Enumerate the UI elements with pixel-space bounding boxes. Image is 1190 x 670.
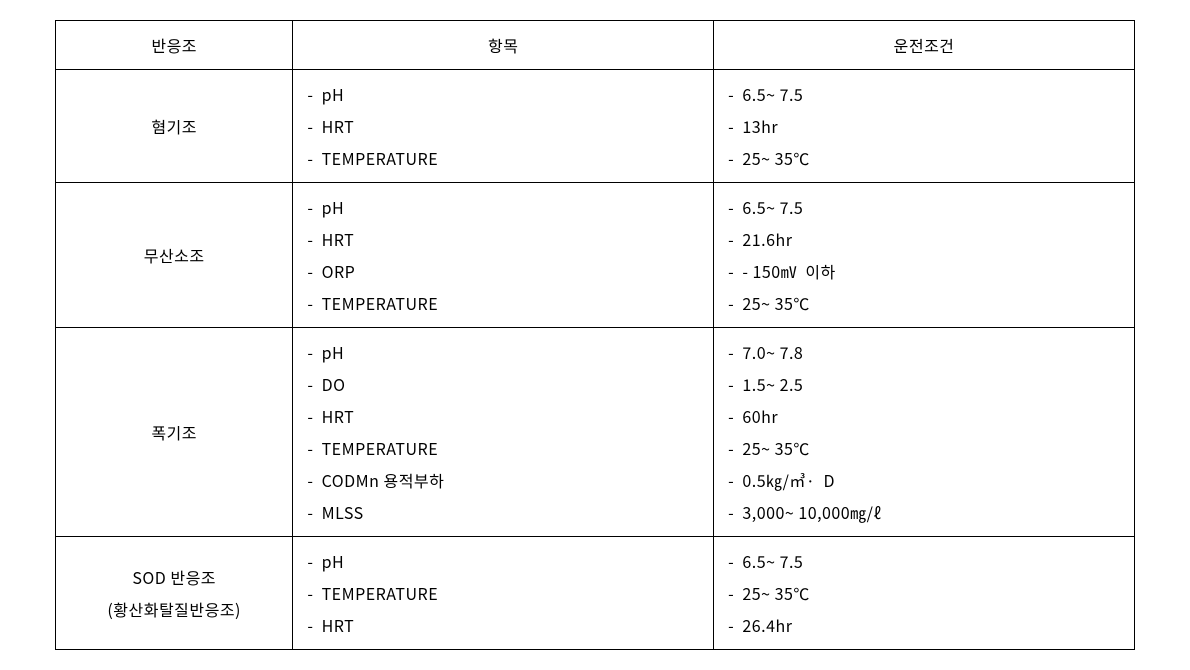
- item-line: - ORP: [307, 255, 699, 287]
- item-line: - TEMPERATURE: [307, 142, 699, 174]
- item-line: - CODMn 용적부하: [307, 464, 699, 496]
- item-line: - HRT: [307, 110, 699, 142]
- item-line: - HRT: [307, 609, 699, 641]
- condition-line: - - 150㎷ 이하: [728, 255, 1120, 287]
- header-condition: 운전조건: [714, 21, 1135, 70]
- item-cell: - pH- TEMPERATURE- HRT: [293, 537, 714, 650]
- item-cell: - pH- HRT- ORP- TEMPERATURE: [293, 183, 714, 328]
- item-line: - HRT: [307, 400, 699, 432]
- item-line: - MLSS: [307, 496, 699, 528]
- operating-conditions-table: 반응조 항목 운전조건 혐기조- pH- HRT- TEMPERATURE- 6…: [55, 20, 1135, 650]
- condition-cell: - 6.5~ 7.5- 13hr- 25~ 35℃: [714, 70, 1135, 183]
- table-row: 폭기조 - pH- DO- HRT- TEMPERATURE- CODMn 용적부…: [56, 328, 1135, 537]
- condition-line: - 60hr: [728, 400, 1120, 432]
- item-line: - TEMPERATURE: [307, 287, 699, 319]
- item-line: - HRT: [307, 223, 699, 255]
- condition-line: - 6.5~ 7.5: [728, 78, 1120, 110]
- header-reactor: 반응조: [56, 21, 293, 70]
- reactor-cell: 혐기조: [56, 70, 293, 183]
- condition-line: - 13hr: [728, 110, 1120, 142]
- reactor-name: 혐기조: [151, 114, 197, 138]
- reactor-name: 폭기조: [151, 420, 197, 444]
- condition-line: - 25~ 35℃: [728, 577, 1120, 609]
- table-container: 반응조 항목 운전조건 혐기조- pH- HRT- TEMPERATURE- 6…: [55, 20, 1135, 650]
- reactor-cell: SOD 반응조 (황산화탈질반응조): [56, 537, 293, 650]
- reactor-name: SOD 반응조: [132, 565, 216, 589]
- table-body: 혐기조- pH- HRT- TEMPERATURE- 6.5~ 7.5- 13h…: [56, 70, 1135, 650]
- condition-line: - 1.5~ 2.5: [728, 368, 1120, 400]
- item-line: - pH: [307, 336, 699, 368]
- reactor-subname: (황산화탈질반응조): [70, 593, 278, 625]
- table-header-row: 반응조 항목 운전조건: [56, 21, 1135, 70]
- condition-line: - 26.4hr: [728, 609, 1120, 641]
- reactor-cell: 무산소조: [56, 183, 293, 328]
- condition-cell: - 6.5~ 7.5- 25~ 35℃- 26.4hr: [714, 537, 1135, 650]
- condition-cell: - 7.0~ 7.8- 1.5~ 2.5- 60hr- 25~ 35℃- 0.5…: [714, 328, 1135, 537]
- condition-line: - 25~ 35℃: [728, 287, 1120, 319]
- condition-line: - 25~ 35℃: [728, 142, 1120, 174]
- condition-line: - 3,000~ 10,000㎎/ℓ: [728, 496, 1120, 528]
- item-line: - pH: [307, 78, 699, 110]
- item-line: - TEMPERATURE: [307, 577, 699, 609]
- table-row: SOD 반응조 (황산화탈질반응조) - pH- TEMPERATURE- HRT-…: [56, 537, 1135, 650]
- condition-line: - 21.6hr: [728, 223, 1120, 255]
- item-cell: - pH- DO- HRT- TEMPERATURE- CODMn 용적부하- …: [293, 328, 714, 537]
- condition-line: - 25~ 35℃: [728, 432, 1120, 464]
- condition-line: - 6.5~ 7.5: [728, 545, 1120, 577]
- condition-line: - 6.5~ 7.5: [728, 191, 1120, 223]
- table-row: 무산소조- pH- HRT- ORP- TEMPERATURE- 6.5~ 7.…: [56, 183, 1135, 328]
- table-row: 혐기조- pH- HRT- TEMPERATURE- 6.5~ 7.5- 13h…: [56, 70, 1135, 183]
- item-line: - pH: [307, 545, 699, 577]
- header-item: 항목: [293, 21, 714, 70]
- condition-line: - 0.5㎏/㎥· D: [728, 464, 1120, 496]
- reactor-cell: 폭기조: [56, 328, 293, 537]
- item-line: - pH: [307, 191, 699, 223]
- item-line: - TEMPERATURE: [307, 432, 699, 464]
- item-line: - DO: [307, 368, 699, 400]
- reactor-name: 무산소조: [144, 243, 205, 267]
- condition-cell: - 6.5~ 7.5- 21.6hr- - 150㎷ 이하- 25~ 35℃: [714, 183, 1135, 328]
- condition-line: - 7.0~ 7.8: [728, 336, 1120, 368]
- item-cell: - pH- HRT- TEMPERATURE: [293, 70, 714, 183]
